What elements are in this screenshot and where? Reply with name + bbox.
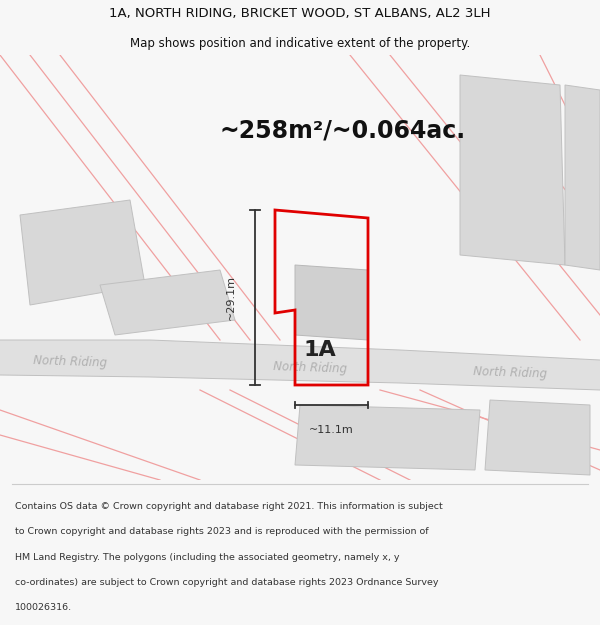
Text: North Riding: North Riding xyxy=(473,365,547,381)
Text: Map shows position and indicative extent of the property.: Map shows position and indicative extent… xyxy=(130,38,470,51)
Text: Contains OS data © Crown copyright and database right 2021. This information is : Contains OS data © Crown copyright and d… xyxy=(15,502,443,511)
Text: ~29.1m: ~29.1m xyxy=(226,275,236,320)
Text: North Riding: North Riding xyxy=(33,354,107,370)
Polygon shape xyxy=(295,265,368,340)
Polygon shape xyxy=(100,270,235,335)
Text: co-ordinates) are subject to Crown copyright and database rights 2023 Ordnance S: co-ordinates) are subject to Crown copyr… xyxy=(15,578,439,587)
Polygon shape xyxy=(20,200,145,305)
Text: ~11.1m: ~11.1m xyxy=(309,425,354,435)
Text: 1A: 1A xyxy=(304,340,337,360)
Polygon shape xyxy=(460,75,565,265)
Polygon shape xyxy=(565,85,600,270)
Text: to Crown copyright and database rights 2023 and is reproduced with the permissio: to Crown copyright and database rights 2… xyxy=(15,527,428,536)
Text: 1A, NORTH RIDING, BRICKET WOOD, ST ALBANS, AL2 3LH: 1A, NORTH RIDING, BRICKET WOOD, ST ALBAN… xyxy=(109,8,491,20)
Text: 100026316.: 100026316. xyxy=(15,603,72,612)
Polygon shape xyxy=(295,405,480,470)
Text: North Riding: North Riding xyxy=(273,360,347,376)
Polygon shape xyxy=(0,340,600,390)
Text: HM Land Registry. The polygons (including the associated geometry, namely x, y: HM Land Registry. The polygons (includin… xyxy=(15,552,400,561)
Polygon shape xyxy=(485,400,590,475)
Text: ~258m²/~0.064ac.: ~258m²/~0.064ac. xyxy=(220,118,466,142)
